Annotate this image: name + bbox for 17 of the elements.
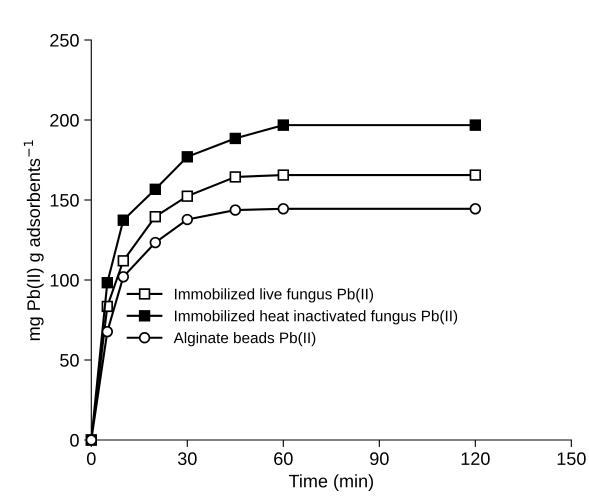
y-tick-label: 0 [70, 434, 79, 447]
legend-label: Immobilized heat inactivated fungus Pb(II) [175, 310, 458, 324]
legend-label: Immobilized live fungus Pb(II) [175, 288, 374, 302]
y-tick-label: 150 [50, 194, 79, 207]
x-tick-label: 0 [86, 452, 96, 466]
y-tick-label: 250 [50, 34, 79, 47]
y-axis-title: mg Pb(II) g adsorbents$^{−1}$ [24, 140, 44, 340]
x-tick-label: 120 [462, 452, 490, 466]
legend-label: Alginate beads Pb(II) [174, 332, 316, 346]
x-tick-label: 150 [558, 452, 586, 466]
x-tick-label: 90 [370, 452, 389, 466]
x-tick-label: 30 [178, 452, 197, 466]
y-tick-label: 50 [60, 354, 79, 367]
x-tick-label: 60 [274, 452, 293, 466]
y-tick-label: 200 [50, 114, 79, 127]
x-axis-title: Time (min) [288, 474, 373, 492]
y-tick-label: 100 [50, 274, 79, 287]
